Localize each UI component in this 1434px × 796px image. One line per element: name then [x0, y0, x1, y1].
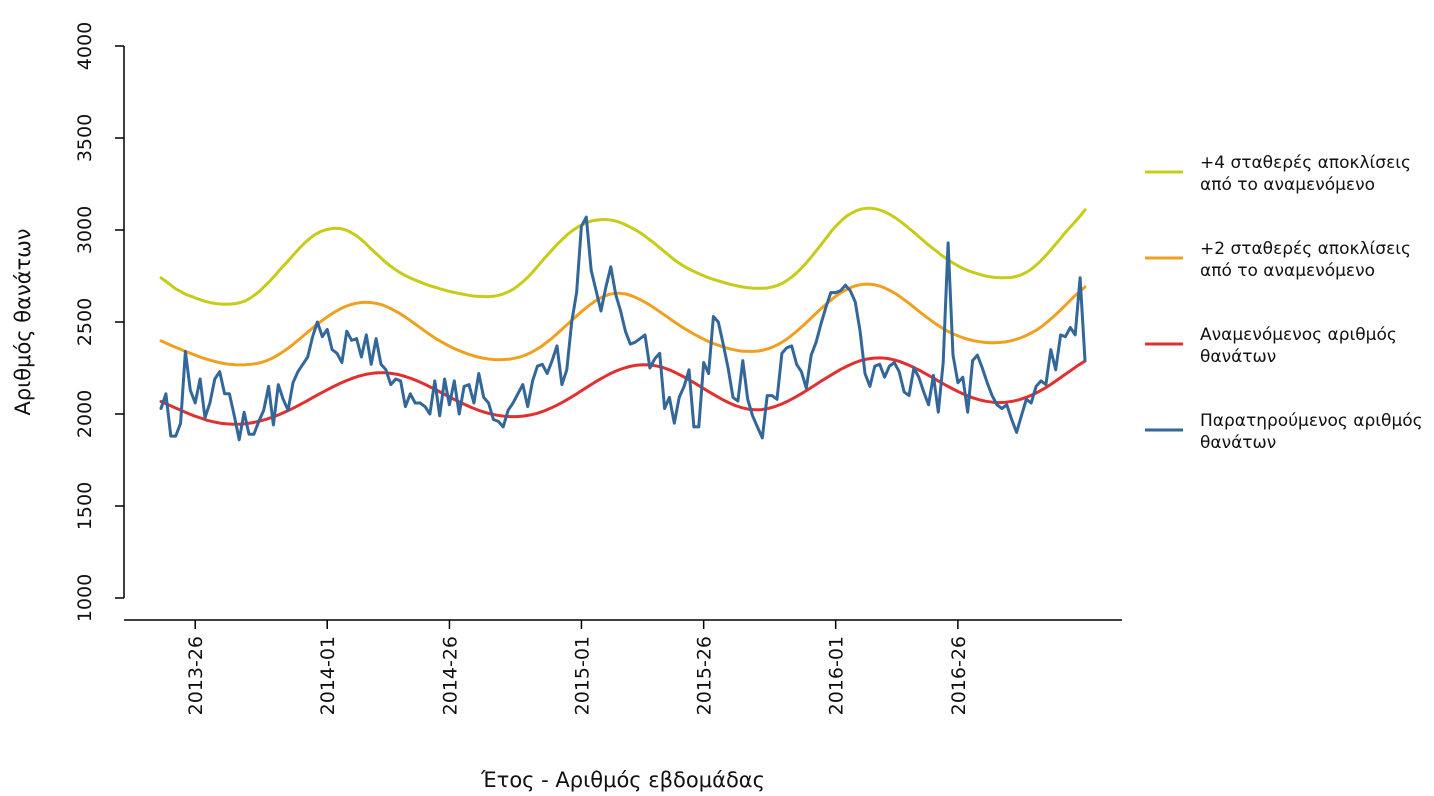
legend-label: θανάτων	[1200, 347, 1276, 367]
y-tick-label: 3000	[74, 206, 96, 254]
axes: 1000 1500 2000 2500 3000 3500 4000 2013-26 2014-…	[74, 22, 1122, 715]
x-tick-label: 2015-01	[571, 636, 593, 715]
legend-label: Αναμενόμενος αριθμός	[1200, 325, 1397, 345]
legend-label: θανάτων	[1200, 433, 1276, 453]
legend-label: από το αναμενόμενο	[1200, 261, 1375, 281]
y-tick-label: 2500	[74, 298, 96, 346]
x-tick-label: 2014-01	[317, 636, 339, 715]
y-tick-label: 3500	[74, 114, 96, 162]
y-tick-label: 1000	[74, 574, 96, 622]
series-line-0	[159, 206, 1087, 306]
legend-label: +2 σταθερές αποκλίσεις	[1200, 239, 1411, 259]
x-tick-label: 2016-26	[948, 636, 970, 715]
legend-label: Παρατηρούμενος αριθμός	[1200, 411, 1423, 431]
x-axis-title: Έτος - Αριθμός εβδομάδας	[480, 768, 765, 792]
series-line-2	[159, 356, 1087, 426]
series-line-3	[159, 215, 1087, 442]
x-tick-label: 2015-26	[694, 636, 716, 715]
x-tick-label: 2016-01	[826, 636, 848, 715]
y-axis-title: Αριθμός θανάτων	[11, 228, 35, 415]
x-tick-label: 2014-26	[439, 636, 461, 715]
y-tick-label: 1500	[74, 482, 96, 530]
x-tick-label: 2013-26	[185, 636, 207, 715]
y-tick-label: 2000	[74, 390, 96, 438]
legend-label: από το αναμενόμενο	[1200, 175, 1375, 195]
legend-label: +4 σταθερές αποκλίσεις	[1200, 153, 1411, 173]
y-tick-label: 4000	[74, 22, 96, 70]
series-layer	[159, 206, 1087, 442]
